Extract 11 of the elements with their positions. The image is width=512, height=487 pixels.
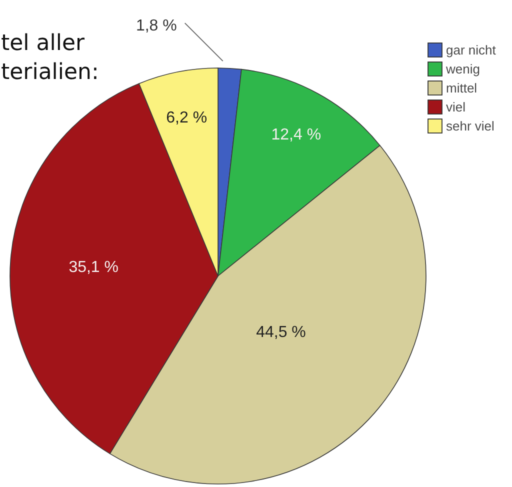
data-label: 12,4 % xyxy=(271,126,322,144)
legend-label: viel xyxy=(446,100,466,115)
text: tel aller terialien: xyxy=(1,31,99,85)
legend-label: sehr viel xyxy=(446,118,495,134)
legend-label: gar nicht xyxy=(446,42,496,58)
data-label: 1,8 % xyxy=(136,18,177,35)
legend-label: mittel xyxy=(446,80,478,96)
data-label: 44,5 % xyxy=(256,324,306,341)
data-label: 6,2 % xyxy=(166,109,208,126)
legend-label: wenig xyxy=(445,62,480,77)
data-label: 35,1 % xyxy=(68,258,118,276)
